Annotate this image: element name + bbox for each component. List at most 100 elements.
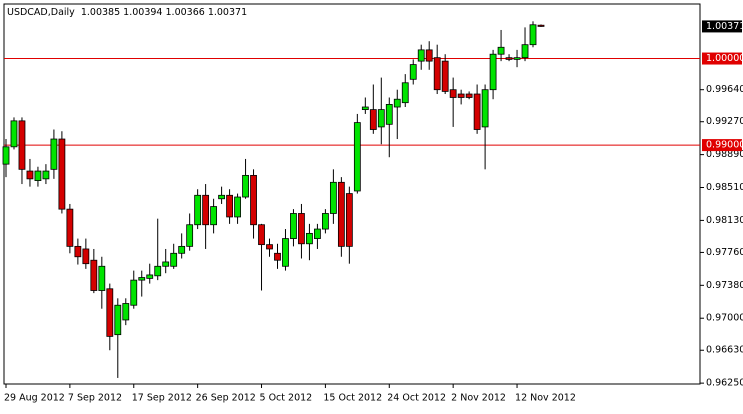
candle-body: [361, 106, 369, 111]
candle-body: [377, 109, 385, 128]
candle-body: [138, 277, 146, 281]
level-label: 0.99000: [706, 140, 743, 151]
candle-body: [489, 53, 497, 91]
level-label-box: [702, 139, 742, 152]
candle-body: [329, 181, 337, 214]
candle-body: [298, 213, 305, 245]
candle-body: [369, 109, 377, 130]
candle-body: [10, 120, 18, 148]
price-label: 1.00371: [706, 21, 743, 32]
candle-body: [314, 228, 321, 239]
x-tick-label: 29 Aug 2012: [4, 393, 65, 404]
y-tick-label: 0.99640: [706, 84, 743, 95]
candle-body: [465, 93, 473, 98]
level-label-box: [702, 52, 742, 65]
open-value: 1.00385: [81, 7, 120, 18]
candle-body: [42, 170, 50, 180]
candle-body: [537, 24, 545, 27]
candle-body: [425, 49, 433, 62]
candle-body: [170, 252, 178, 267]
candle-body: [186, 224, 194, 247]
candle-body: [353, 122, 361, 192]
x-tick-label: 15 Oct 2012: [323, 393, 382, 404]
candle-body: [481, 89, 489, 128]
candle-body: [306, 232, 313, 245]
candle-body: [66, 208, 74, 247]
y-tick-label: 0.98130: [706, 215, 743, 226]
candle-body: [242, 174, 249, 198]
candle-body: [393, 98, 401, 108]
y-tick-label: 0.98890: [706, 149, 743, 160]
candle-body: [274, 252, 281, 261]
candle-body: [282, 238, 289, 267]
candle-body: [250, 174, 257, 226]
x-tick-label: 26 Sep 2012: [196, 393, 256, 404]
chart-title: USDCAD,Daily: [7, 7, 75, 18]
candle-body: [162, 261, 170, 267]
candle-body: [50, 138, 58, 170]
candle-body: [218, 194, 225, 200]
chart-header: USDCAD,Daily 1.00385 1.00394 1.00366 1.0…: [7, 7, 247, 18]
candle-body: [337, 181, 345, 247]
candle-body: [114, 304, 122, 336]
high-value: 1.00394: [123, 7, 162, 18]
candle-body: [449, 89, 457, 98]
candle-body: [234, 196, 241, 218]
candle-body: [417, 49, 425, 62]
x-tick-label: 2 Nov 2012: [451, 393, 506, 404]
candle-body: [2, 146, 10, 165]
candle-body: [154, 265, 162, 277]
candle-body: [497, 46, 505, 55]
candle-body: [106, 288, 114, 337]
x-tick-label: 7 Sep 2012: [68, 393, 122, 404]
y-tick-label: 0.97760: [706, 247, 743, 258]
candle-body: [122, 303, 130, 321]
low-value: 1.00366: [166, 7, 205, 18]
candle-body: [290, 213, 297, 239]
candle-body: [513, 57, 521, 60]
candle-body: [433, 57, 441, 91]
candle-body: [90, 259, 98, 291]
candle-body: [18, 120, 26, 170]
candle-body: [34, 170, 42, 181]
candle-body: [266, 244, 273, 250]
candle-body: [505, 57, 513, 60]
candle-body: [457, 93, 465, 98]
y-tick-label: 0.97380: [706, 280, 743, 291]
level-label: 1.00000: [706, 53, 743, 64]
candle-body: [258, 224, 265, 246]
candle-body: [409, 64, 417, 80]
candle-body: [226, 194, 233, 218]
candle-body: [321, 213, 329, 230]
y-tick-label: 0.97000: [706, 313, 743, 324]
y-tick-label: 0.99270: [706, 116, 743, 127]
x-tick-label: 24 Oct 2012: [387, 393, 446, 404]
y-tick-label: 0.96250: [706, 378, 743, 389]
x-tick-label: 17 Sep 2012: [132, 393, 192, 404]
x-tick-label: 12 Nov 2012: [515, 393, 576, 404]
candle-body: [58, 138, 66, 210]
candle-body: [82, 248, 90, 265]
candle-body: [26, 170, 34, 180]
candle-body: [98, 265, 106, 291]
candle-body: [529, 24, 537, 46]
candle-body: [441, 60, 449, 92]
candle-body: [74, 245, 82, 258]
candle-body: [521, 44, 529, 59]
y-tick-label: 0.96630: [706, 345, 743, 356]
price-label-box: [702, 20, 742, 33]
candle-body: [210, 206, 218, 226]
candle-body: [146, 274, 154, 279]
close-value: 1.00371: [208, 7, 247, 18]
candle-body: [178, 245, 186, 254]
y-tick-label: 0.98510: [706, 182, 743, 193]
candle-body: [385, 104, 393, 125]
candle-body: [345, 193, 353, 247]
candle-body: [194, 194, 202, 226]
candle-body: [473, 93, 481, 130]
candle-body: [130, 279, 138, 306]
candle-body: [401, 82, 409, 104]
candle-body: [202, 194, 210, 226]
x-tick-label: 5 Oct 2012: [260, 393, 313, 404]
